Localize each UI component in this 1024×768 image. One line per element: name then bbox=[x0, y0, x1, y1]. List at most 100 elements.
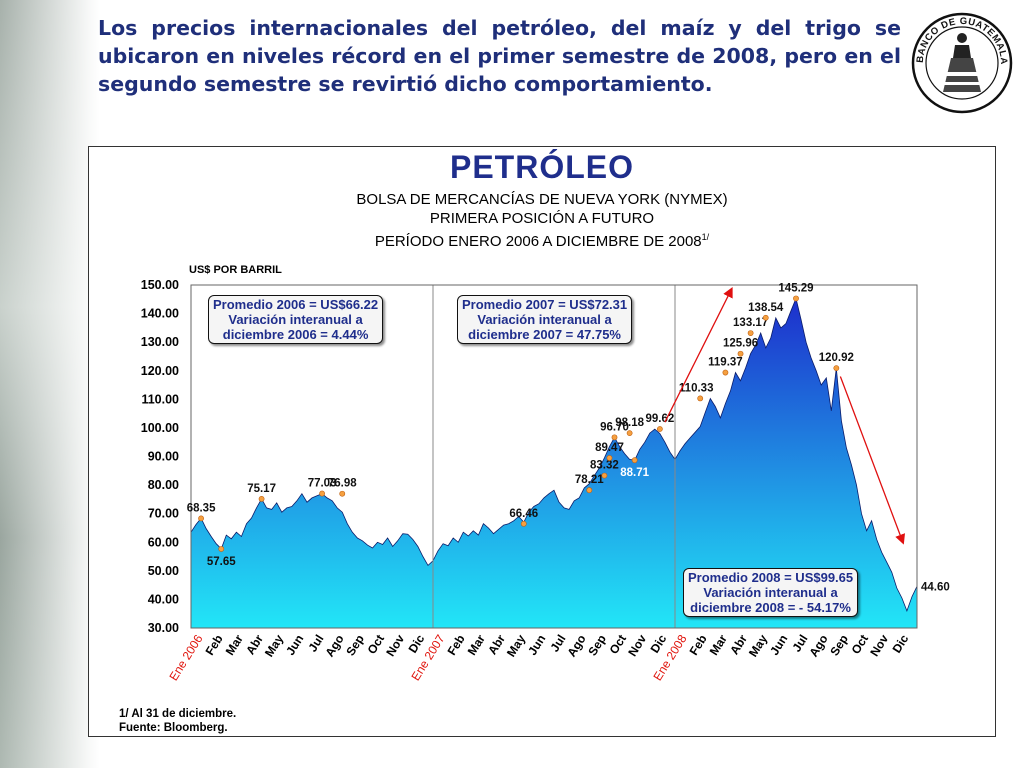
uptrend-arrow bbox=[664, 286, 733, 423]
y-tick-label: 150.00 bbox=[141, 278, 179, 292]
annotation-2007: Promedio 2007 = US$72.31 Variación inter… bbox=[457, 295, 633, 344]
oil-price-chart: PETRÓLEO BOLSA DE MERCANCÍAS DE NUEVA YO… bbox=[88, 146, 996, 737]
x-tick-label: Feb bbox=[203, 632, 226, 658]
x-tick-label: Jun bbox=[767, 632, 790, 658]
data-label: 66.46 bbox=[509, 508, 538, 520]
data-label: 145.29 bbox=[778, 282, 813, 294]
y-tick-label: 130.00 bbox=[141, 335, 179, 349]
y-tick-label: 40.00 bbox=[148, 592, 179, 606]
x-tick-label: Jun bbox=[283, 632, 306, 658]
x-tick-label: Oct bbox=[607, 632, 629, 656]
footnote: 1/ Al 31 de diciembre. bbox=[119, 708, 237, 720]
data-label: 76.98 bbox=[328, 478, 357, 490]
data-point bbox=[339, 490, 346, 497]
y-tick-label: 110.00 bbox=[141, 392, 179, 406]
x-tick-label: Ago bbox=[564, 632, 588, 659]
data-point bbox=[737, 350, 744, 357]
annotation-2008: Promedio 2008 = US$99.65 Variación inter… bbox=[683, 568, 859, 617]
data-point bbox=[631, 457, 638, 464]
data-label: 88.71 bbox=[620, 467, 649, 479]
data-point bbox=[697, 395, 704, 402]
data-point bbox=[198, 515, 204, 522]
x-tick-label: Mar bbox=[707, 632, 730, 658]
chart-subtitle-line-1: BOLSA DE MERCANCÍAS DE NUEVA YORK (NYMEX… bbox=[356, 191, 728, 208]
source-note: Fuente: Bloomberg. bbox=[119, 722, 228, 734]
slide-headline: Los precios internacionales del petróleo… bbox=[98, 16, 901, 96]
plot-frame bbox=[190, 284, 918, 629]
data-point bbox=[747, 330, 754, 337]
data-label: 110.33 bbox=[679, 382, 714, 394]
chart-subtitle-line-2: PRIMERA POSICIÓN A FUTURO bbox=[429, 210, 655, 227]
data-point bbox=[606, 455, 613, 461]
x-tick-label: May bbox=[504, 632, 528, 659]
x-tick-label: Feb bbox=[445, 632, 468, 658]
y-tick-label: 30.00 bbox=[148, 621, 179, 635]
y-tick-label: 70.00 bbox=[148, 507, 179, 521]
chart-notes: 1/ Al 31 de diciembre. Fuente: Bloomberg… bbox=[119, 707, 236, 735]
data-label: 75.17 bbox=[247, 483, 276, 495]
chart-title: PETRÓLEO bbox=[449, 149, 634, 185]
data-label: 57.65 bbox=[207, 556, 236, 568]
x-tick-label: Mar bbox=[465, 632, 488, 658]
y-tick-label: 80.00 bbox=[148, 478, 179, 492]
data-point bbox=[319, 490, 325, 497]
price-area-series bbox=[190, 297, 918, 629]
data-point bbox=[586, 487, 593, 494]
y-tick-label: 60.00 bbox=[148, 535, 179, 549]
data-point bbox=[601, 472, 608, 479]
x-tick-label: Sep bbox=[343, 632, 367, 658]
chart-plot: 150.00 140.00 130.00 120.00 110.00 100.00 90.0… bbox=[141, 278, 950, 683]
data-point bbox=[762, 314, 769, 321]
y-tick-label: 140.00 bbox=[141, 307, 179, 321]
data-label: 83.32 bbox=[590, 460, 619, 472]
y-tick-label: 50.00 bbox=[148, 564, 179, 578]
x-tick-label: Nov bbox=[867, 632, 891, 659]
data-point bbox=[626, 430, 633, 437]
footnote-mark: 1/ bbox=[701, 232, 710, 242]
data-label: 96.70 bbox=[600, 421, 629, 433]
x-tick-label: Sep bbox=[585, 632, 609, 658]
data-label: 138.54 bbox=[748, 302, 784, 314]
x-tick-label: Ago bbox=[322, 632, 346, 659]
downtrend-arrow bbox=[839, 376, 905, 545]
data-label: 125.96 bbox=[723, 338, 758, 350]
y-tick-label: 120.00 bbox=[141, 364, 179, 378]
x-tick-label: Nov bbox=[625, 632, 649, 659]
x-tick-label: Dic bbox=[890, 632, 912, 656]
data-point bbox=[611, 434, 618, 441]
data-point bbox=[520, 520, 527, 527]
chart-subtitle-line-3: PERÍODO ENERO 2006 A DICIEMBRE DE 20081/ bbox=[374, 232, 710, 250]
x-tick-label: Sep bbox=[827, 632, 851, 658]
x-tick-label: Jun bbox=[525, 632, 548, 658]
x-tick-label: Feb bbox=[687, 632, 710, 658]
data-point bbox=[258, 495, 265, 502]
banco-de-guatemala-seal: BANCO DE GUATEMALA bbox=[911, 12, 1013, 114]
x-tick-label: Ago bbox=[806, 632, 830, 659]
x-tick-label: Mar bbox=[223, 632, 246, 658]
data-label: 98.18 bbox=[615, 417, 644, 429]
x-tick-label: May bbox=[746, 632, 770, 659]
x-tick-label: Oct bbox=[365, 632, 387, 656]
data-point bbox=[833, 365, 840, 372]
y-tick-label: 90.00 bbox=[148, 450, 179, 464]
data-point bbox=[793, 295, 799, 302]
x-tick-label: Nov bbox=[383, 632, 407, 659]
data-label: 120.92 bbox=[819, 352, 854, 364]
data-label: 78.21 bbox=[575, 474, 604, 486]
data-label: 133.17 bbox=[733, 317, 768, 329]
data-label: 44.60 bbox=[921, 581, 950, 593]
y-tick-label: 100.00 bbox=[141, 421, 179, 435]
data-label: 68.35 bbox=[187, 502, 216, 514]
data-label: 119.37 bbox=[708, 357, 743, 369]
y-axis-label: US$ POR BARRIL bbox=[189, 264, 282, 276]
x-tick-label: Ene 2006 bbox=[166, 632, 205, 683]
x-tick-label: May bbox=[262, 632, 286, 659]
data-point bbox=[218, 546, 225, 552]
annotation-2006: Promedio 2006 = US$66.22 Variación inter… bbox=[208, 295, 384, 344]
data-point bbox=[656, 426, 663, 432]
data-label: 89.47 bbox=[595, 442, 624, 454]
x-tick-label: Oct bbox=[849, 632, 871, 656]
data-label: 77.03 bbox=[308, 478, 337, 490]
data-label: 99.62 bbox=[645, 413, 674, 425]
data-point bbox=[722, 369, 729, 376]
